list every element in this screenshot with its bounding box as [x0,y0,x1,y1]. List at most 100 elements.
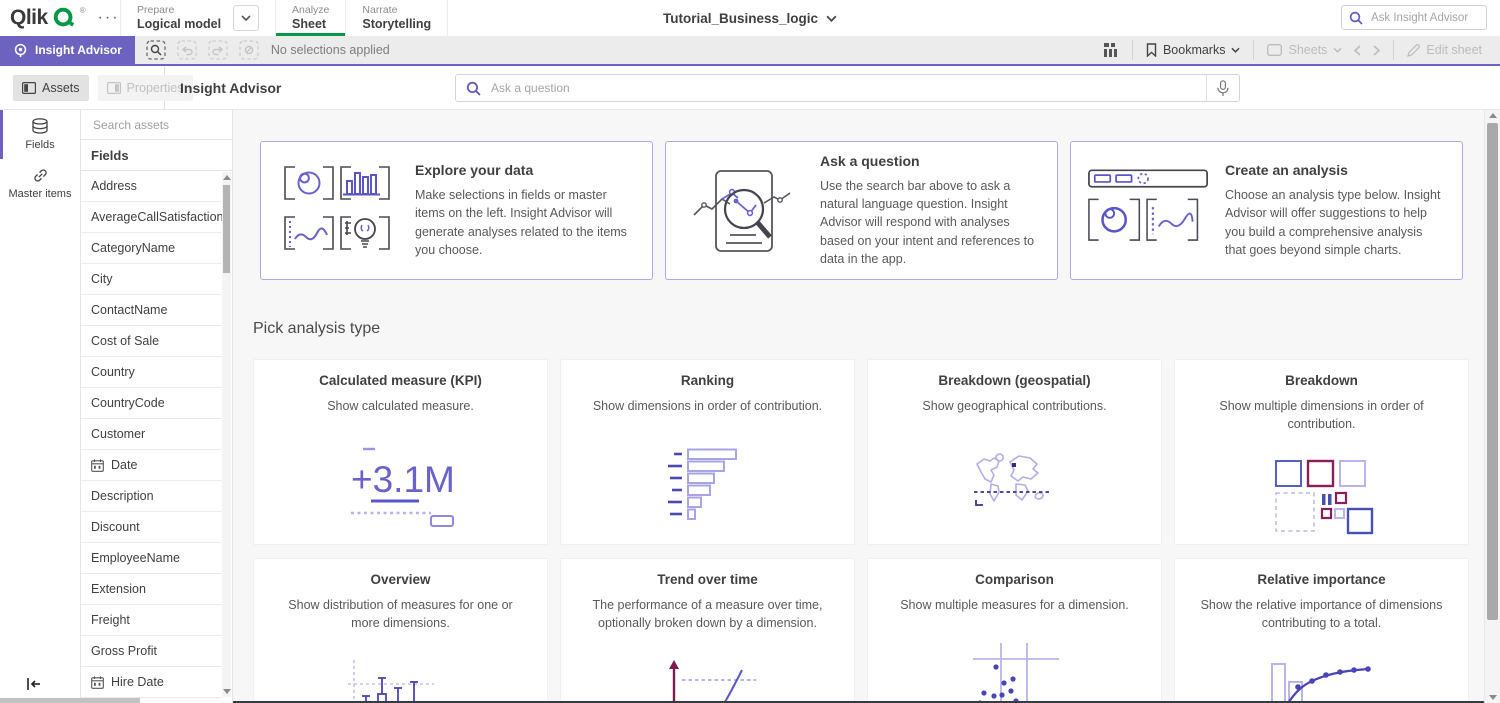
kpi-illustration: +3.1M [254,442,547,528]
scroll-thumb[interactable] [223,185,230,273]
analysis-card-description: Show calculated measure. [327,399,474,413]
insight-advisor-label: Insight Advisor [35,43,122,57]
more-menu-button[interactable]: ··· [97,9,120,26]
divider [1131,40,1133,60]
insight-advisor-button[interactable]: Insight Advisor [0,36,135,64]
assets-tab[interactable]: Assets [13,74,89,101]
previous-sheet-button[interactable] [1348,44,1367,56]
analysis-card-overview[interactable]: Overview Show distribution of measures f… [253,558,548,703]
analysis-card-title: Overview [370,572,431,587]
field-item[interactable]: Description [81,481,222,512]
field-item[interactable]: Date [81,450,222,481]
field-item[interactable]: City [81,264,222,295]
bookmarks-button[interactable]: Bookmarks [1140,43,1247,57]
redo-selection-button[interactable] [208,40,228,60]
asset-rail: Fields Master items [0,110,81,703]
field-item[interactable]: Freight [81,605,222,636]
search-icon [456,81,489,96]
ask-a-question-card[interactable]: Ask a question Use the search bar above … [665,141,1058,280]
search-assets-box[interactable] [81,110,232,140]
panel-left-icon [22,81,36,94]
scroll-down-arrow[interactable] [222,689,231,694]
field-item[interactable]: ContactName [81,295,222,326]
create-an-analysis-card[interactable]: Create an analysis Choose an analysis ty… [1070,141,1463,280]
analysis-card-description: Show geographical contributions. [922,399,1107,413]
qlik-logo-text: Qlik [10,6,48,29]
qlik-logo[interactable]: Qlik ® ··· [10,0,120,36]
ask-question-search-bar[interactable] [455,74,1240,102]
link-icon [32,167,49,184]
analysis-card-title: Relative importance [1257,572,1386,587]
analysis-card-title: Breakdown [1285,373,1358,388]
clear-selections-button[interactable] [239,40,259,60]
analysis-card-ranking[interactable]: Ranking Show dimensions in order of cont… [560,359,855,545]
app-title-text: Tutorial_Business_logic [662,10,819,26]
field-item[interactable]: Gross Profit [81,636,222,667]
nav-tab-analyze[interactable]: Analyze Sheet [276,0,347,36]
chevron-down-icon [826,15,837,22]
prepare-dropdown-button[interactable] [233,5,260,31]
field-item[interactable]: CategoryName [81,233,222,264]
properties-tab[interactable]: Properties [97,74,193,101]
nav-tab-label: Logical model [137,16,222,31]
registered-mark: ® [79,6,86,15]
edit-sheet-button[interactable]: Edit sheet [1401,43,1488,57]
field-item[interactable]: Address [81,171,222,202]
analysis-card-breakdown[interactable]: Breakdown Show multiple dimensions in or… [1174,359,1469,545]
field-item[interactable]: EmployeeName [81,543,222,574]
assets-scrollbar[interactable] [222,172,231,697]
analysis-card-description: Show multiple measures for a dimension. [900,598,1129,612]
analysis-card-comparison[interactable]: Comparison Show multiple measures for a … [867,558,1162,703]
bookmark-icon [1146,43,1157,57]
field-item[interactable]: Country [81,357,222,388]
bookmarks-label: Bookmarks [1162,43,1226,57]
next-sheet-button[interactable] [1367,44,1386,56]
global-search-box[interactable] [1341,5,1487,30]
global-search-input[interactable] [1369,10,1479,25]
scroll-up-arrow[interactable] [222,175,231,180]
voice-input-button[interactable] [1206,75,1239,101]
field-item[interactable]: Customer [81,419,222,450]
field-item[interactable]: AverageCallSatisfaction [81,202,222,233]
undo-selection-button[interactable] [177,40,197,60]
hero-card-title: Ask a question [820,153,920,170]
sheets-button[interactable]: Sheets [1261,43,1348,57]
smart-search-button[interactable] [146,40,166,60]
analysis-card-relative-importance[interactable]: Relative importance Show the relative im… [1174,558,1469,703]
nav-section-label: Narrate [362,4,398,17]
field-list: Address AverageCallSatisfaction Category… [81,171,222,703]
nav-tab-narrate[interactable]: Narrate Storytelling [346,0,449,36]
scroll-up-arrow[interactable] [1488,113,1497,118]
app-title-menu[interactable]: Tutorial_Business_logic [663,0,837,36]
main-scrollbar[interactable] [1484,110,1500,703]
field-item[interactable]: Hire Date [81,667,222,698]
divider [1393,40,1395,60]
nav-tab-prepare[interactable]: Prepare Logical model [120,0,277,36]
rail-item-master-items[interactable]: Master items [0,159,80,208]
field-item[interactable]: Cost of Sale [81,326,222,357]
field-item[interactable]: Extension [81,574,222,605]
qlik-q-icon [52,6,76,30]
field-item[interactable]: Discount [81,512,222,543]
rail-item-fields[interactable]: Fields [0,110,80,159]
scroll-down-arrow[interactable] [1488,695,1497,700]
explore-your-data-card[interactable]: Explore your data Make selections in fie… [260,141,653,280]
assets-panel: Fields Address AverageCallSatisfaction C… [81,110,233,703]
selection-toolbar: Insight Advisor No selections applied Bo… [0,36,1500,66]
analysis-card-breakdown-geospatial[interactable]: Breakdown (geospatial) Show geographical… [867,359,1162,545]
collapse-panel-button[interactable] [26,677,42,691]
ask-question-input[interactable] [489,80,1206,96]
app-overview-button[interactable] [1098,43,1125,57]
horizontal-scroll-thumb[interactable] [0,698,140,703]
panel-right-icon [106,81,121,94]
overview-boxplot-illustration [254,658,547,703]
insight-advisor-content: Explore your data Make selections in fie… [233,110,1484,703]
hero-card-row: Explore your data Make selections in fie… [260,141,1484,280]
analysis-card-trend-over-time[interactable]: Trend over time The performance of a mea… [560,558,855,703]
search-assets-input[interactable] [91,116,222,133]
analysis-card-title: Comparison [975,572,1054,587]
field-item[interactable]: CountryCode [81,388,222,419]
scroll-thumb[interactable] [1487,123,1498,620]
hero-card-text: Explore your data Make selections in fie… [415,162,636,259]
analysis-card-calculated-measure[interactable]: Calculated measure (KPI) Show calculated… [253,359,548,545]
